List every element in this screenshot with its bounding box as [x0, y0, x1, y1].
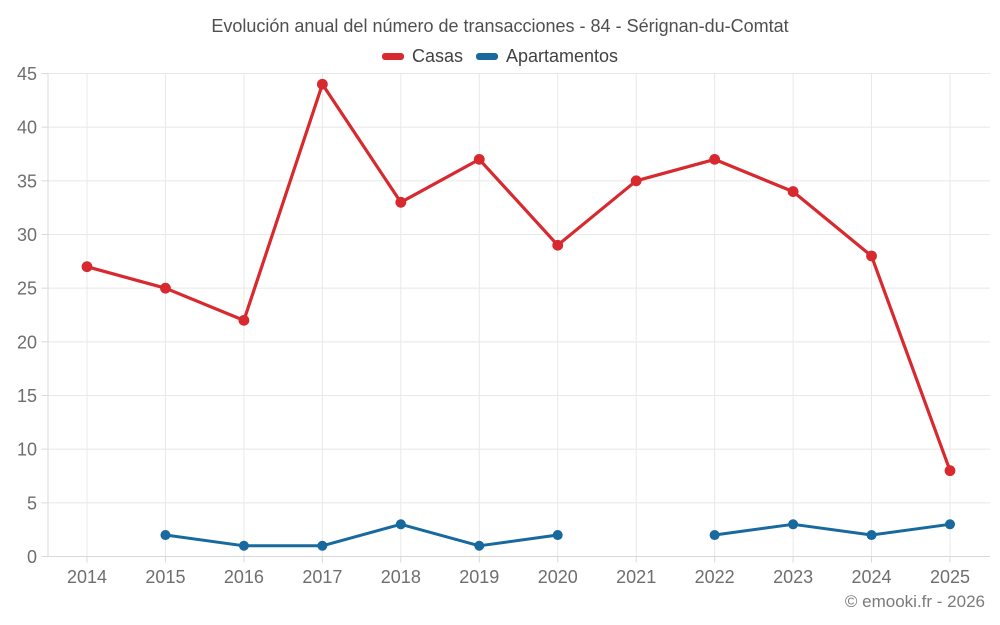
x-axis-labels: 2014 2015 2016 2017 2018 2019 2020 2021 2022 2023… — [67, 567, 970, 587]
svg-text:30: 30 — [17, 225, 37, 245]
series-apartamentos-point-2020[interactable] — [552, 530, 563, 541]
series-casas-point-2020[interactable] — [552, 239, 564, 251]
svg-text:2023: 2023 — [773, 567, 813, 587]
svg-text:0: 0 — [27, 547, 37, 567]
svg-text:40: 40 — [17, 118, 37, 138]
svg-text:2022: 2022 — [695, 567, 735, 587]
apartamentos-legend-label: Apartamentos — [505, 46, 619, 66]
chart-title: Evolución anual del número de transaccio… — [211, 16, 789, 36]
svg-text:2020: 2020 — [538, 567, 578, 587]
series-apartamentos-point-2015[interactable] — [160, 530, 171, 541]
series-casas — [81, 78, 956, 477]
legend-item-apartamentos[interactable]: Apartamentos — [475, 46, 619, 67]
series-casas-point-2016[interactable] — [238, 314, 250, 326]
svg-text:2014: 2014 — [67, 567, 107, 587]
series-apartamentos-point-2022[interactable] — [709, 530, 720, 541]
svg-text:2021: 2021 — [616, 567, 656, 587]
apartamentos-legend-swatch — [475, 53, 498, 60]
svg-text:2025: 2025 — [930, 567, 970, 587]
series-casas-line — [85, 82, 952, 473]
svg-text:20: 20 — [17, 332, 37, 352]
svg-text:35: 35 — [17, 171, 37, 191]
svg-text:45: 45 — [17, 64, 37, 84]
series-casas-point-2018[interactable] — [395, 196, 407, 208]
series-apartamentos-point-2017[interactable] — [317, 540, 328, 551]
legend-item-casas[interactable]: Casas — [381, 46, 463, 67]
casas-legend-label: Casas — [411, 46, 463, 66]
series-apartamentos-point-2023[interactable] — [788, 519, 799, 530]
svg-text:2024: 2024 — [852, 567, 892, 587]
svg-text:2015: 2015 — [145, 567, 185, 587]
gridlines — [48, 73, 990, 557]
svg-text:2019: 2019 — [459, 567, 499, 587]
series-casas-point-2022[interactable] — [709, 153, 721, 165]
y-axis-labels: 0 5 10 15 20 25 30 35 40 45 — [17, 64, 37, 567]
svg-text:15: 15 — [17, 386, 37, 406]
series-apartamentos — [160, 519, 955, 551]
series-apartamentos-point-2018[interactable] — [395, 519, 406, 530]
chart-legend: Casas Apartamentos — [0, 46, 1000, 67]
copyright-credit: © emooki.fr - 2026 — [844, 592, 985, 611]
series-apartamentos-point-2019[interactable] — [474, 540, 485, 551]
series-casas-point-2019[interactable] — [473, 153, 485, 165]
series-apartamentos-line — [164, 522, 952, 548]
series-casas-point-2017[interactable] — [316, 78, 328, 90]
series-casas-point-2023[interactable] — [787, 186, 799, 197]
series-casas-point-2014[interactable] — [81, 261, 93, 273]
svg-text:2018: 2018 — [381, 567, 421, 587]
svg-text:10: 10 — [17, 440, 37, 460]
series-casas-point-2024[interactable] — [866, 250, 877, 262]
svg-text:25: 25 — [17, 279, 37, 299]
axes — [41, 73, 990, 563]
svg-text:5: 5 — [27, 493, 37, 513]
series-casas-point-2021[interactable] — [630, 175, 642, 187]
series-casas-point-2015[interactable] — [160, 282, 171, 294]
svg-text:2017: 2017 — [302, 567, 342, 587]
casas-legend-swatch — [381, 53, 404, 60]
series-apartamentos-point-2016[interactable] — [238, 540, 249, 551]
svg-text:2016: 2016 — [224, 567, 264, 587]
series-apartamentos-point-2024[interactable] — [866, 530, 877, 541]
series-casas-point-2025[interactable] — [944, 465, 956, 477]
series-apartamentos-point-2025[interactable] — [945, 519, 955, 530]
